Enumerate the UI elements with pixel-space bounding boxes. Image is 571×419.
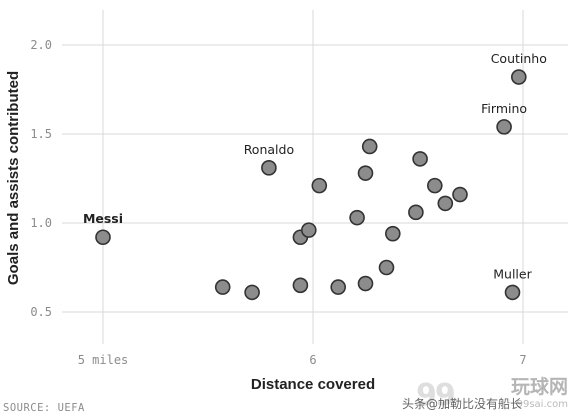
- x-tick-label: 6: [309, 353, 316, 367]
- point-messi: [95, 229, 111, 246]
- data-point: [357, 165, 374, 181]
- data-point: [311, 177, 328, 194]
- label-muller: Muller: [493, 266, 532, 281]
- y-tick-label: 1.0: [30, 216, 52, 230]
- data-point: [357, 275, 374, 292]
- data-point: [437, 195, 454, 212]
- point-muller: [504, 284, 521, 301]
- data-point: [292, 277, 309, 294]
- point-coutinho: [510, 69, 527, 85]
- data-point: [426, 177, 443, 194]
- data-point: [244, 284, 260, 301]
- grid: [62, 10, 568, 344]
- data-point: [412, 151, 428, 167]
- data-point: [361, 138, 378, 155]
- watermark-logo: 99: [416, 378, 456, 413]
- watermark-site-cn: 玩球网: [510, 376, 568, 398]
- label-messi: Messi: [83, 211, 123, 226]
- y-axis-title: Goals and assists contributed: [5, 71, 22, 285]
- watermark-site: 玩球网 99sai.com: [450, 372, 568, 410]
- data-point: [349, 209, 365, 226]
- data-point: [300, 222, 317, 238]
- label-ronaldo: Ronaldo: [244, 142, 294, 157]
- tick-labels: 5 miles 6 7 0.5 1.0 1.5 2.0: [30, 38, 526, 367]
- label-firmino: Firmino: [481, 101, 527, 116]
- point-labels: Messi Ronaldo Coutinho Firmino Muller: [83, 51, 547, 281]
- data-point: [378, 259, 395, 276]
- x-tick-label: 7: [519, 353, 526, 367]
- source-note: SOURCE: UEFA: [3, 402, 85, 414]
- data-point: [384, 225, 401, 242]
- x-tick-label: 5 miles: [78, 353, 129, 367]
- point-ronaldo: [261, 160, 277, 176]
- watermark-site-en: 99sai.com: [516, 399, 568, 410]
- point-firmino: [496, 119, 512, 135]
- x-axis-title: Distance covered: [251, 376, 375, 393]
- y-tick-label: 1.5: [30, 127, 52, 141]
- data-points: [95, 69, 527, 301]
- data-point: [214, 279, 231, 295]
- label-coutinho: Coutinho: [491, 51, 547, 66]
- y-tick-label: 2.0: [30, 38, 52, 52]
- watermark-caption: 头条@加勒比没有船长: [402, 397, 523, 411]
- y-tick-label: 0.5: [30, 305, 52, 319]
- data-point: [330, 279, 347, 295]
- data-point: [408, 204, 424, 221]
- data-point: [452, 186, 468, 203]
